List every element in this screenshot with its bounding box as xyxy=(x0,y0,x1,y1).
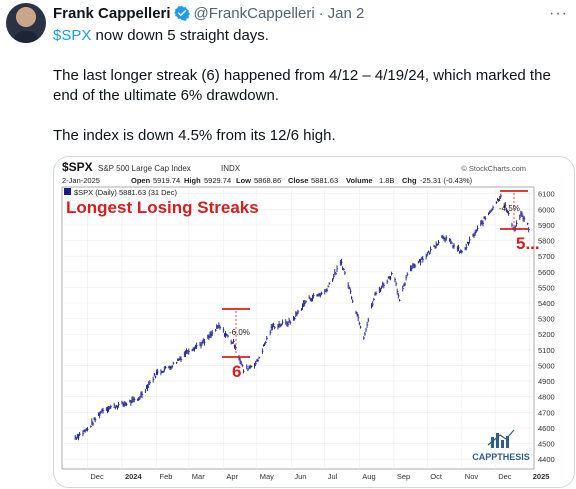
chart-legend: $SPX (Daily) 5881.63 (31 Dec) xyxy=(74,188,177,197)
y-tick-label: 5600 xyxy=(538,268,555,277)
chg-value: -25.31 (-0.43%) xyxy=(420,176,473,185)
y-tick-label: 5800 xyxy=(538,237,555,246)
x-tick-label: Nov xyxy=(465,472,479,481)
y-tick-label: 4800 xyxy=(538,393,555,402)
chart-index-name: S&P 500 Large Cap Index xyxy=(98,164,191,173)
volume-value: 1.8B xyxy=(379,176,394,185)
y-tick-label: 5700 xyxy=(538,252,555,261)
open-value: 5919.74 xyxy=(153,176,180,185)
tweet-line-1: $SPX now down 5 straight days. xyxy=(53,26,573,46)
legend-swatch xyxy=(64,188,71,195)
y-tick-label: 5900 xyxy=(538,221,555,230)
chg-label: Chg xyxy=(402,176,417,185)
y-axis-ticks: 6100 6000 5900 5800 5700 5600 5500 5400 5300 5200… xyxy=(538,190,555,465)
tweet-text: $SPX now down 5 straight days. The last … xyxy=(53,26,573,146)
plot-frame xyxy=(61,186,535,470)
avatar[interactable] xyxy=(6,3,46,43)
verified-badge-icon xyxy=(173,6,190,21)
more-options-icon[interactable]: ··· xyxy=(549,5,568,22)
x-tick-label: Sep xyxy=(397,472,410,481)
stock-chart: $SPX S&P 500 Large Cap Index INDX © Stoc… xyxy=(54,157,574,487)
x-tick-label: Jun xyxy=(294,472,306,481)
chart-date: 2-Jan-2025 xyxy=(62,176,100,185)
x-axis-ticks: Dec 2024 Feb Mar Apr May Jun Jul Aug Sep Oct Nov Dec… xyxy=(90,472,549,481)
tweet-date[interactable]: Jan 2 xyxy=(327,4,365,22)
y-tick-label: 5200 xyxy=(538,330,555,339)
tweet-header: Frank Cappelleri @FrankCappelleri · Jan … xyxy=(53,3,364,23)
chart-exchange: INDX xyxy=(221,164,241,173)
close-value: 5881.63 xyxy=(311,176,338,185)
capp-thesis-text: CAPPTHESIS xyxy=(472,452,530,462)
y-tick-label: 5500 xyxy=(538,283,555,292)
y-tick-label: 6000 xyxy=(538,205,555,214)
tweet-paragraph-2: The last longer streak (6) happened from… xyxy=(53,67,551,104)
chart-symbol: $SPX xyxy=(62,160,93,174)
high-label: High xyxy=(184,176,201,185)
y-tick-label: 5300 xyxy=(538,315,555,324)
x-tick-label: Oct xyxy=(430,472,443,481)
y-tick-label: 4400 xyxy=(538,455,555,464)
y-tick-label: 5400 xyxy=(538,299,555,308)
streak-count-2: 5... xyxy=(516,234,540,253)
x-tick-label: Mar xyxy=(192,472,205,481)
close-label: Close xyxy=(288,176,308,185)
author-name[interactable]: Frank Cappelleri xyxy=(53,4,171,22)
separator-dot: · xyxy=(318,4,324,22)
chart-image-card[interactable]: $SPX S&P 500 Large Cap Index INDX © Stoc… xyxy=(53,156,575,488)
drawdown-label-1: -6.0% xyxy=(229,328,250,337)
x-tick-label: 2025 xyxy=(533,472,550,481)
x-tick-label: Apr xyxy=(226,472,238,481)
tweet-line-1-text: now down 5 straight days. xyxy=(91,27,269,44)
streak-count-1: 6 xyxy=(232,362,241,381)
y-tick-label: 4500 xyxy=(538,440,555,449)
y-tick-label: 5000 xyxy=(538,361,555,370)
x-tick-label: Jul xyxy=(328,472,338,481)
low-label: Low xyxy=(236,176,251,185)
x-tick-label: Dec xyxy=(90,472,104,481)
high-value: 5929.74 xyxy=(204,176,231,185)
volume-label: Volume xyxy=(346,176,373,185)
y-tick-label: 6100 xyxy=(538,190,555,199)
x-tick-label: Dec xyxy=(498,472,512,481)
capp-thesis-logo xyxy=(487,429,515,448)
y-tick-label: 5100 xyxy=(538,346,555,355)
cashtag-link[interactable]: $SPX xyxy=(53,27,92,44)
x-tick-label: Feb xyxy=(159,472,172,481)
x-tick-label: Aug xyxy=(362,472,375,481)
longest-losing-streaks-title: Longest Losing Streaks xyxy=(66,198,259,217)
x-tick-label: May xyxy=(260,472,274,481)
author-handle[interactable]: @FrankCappelleri xyxy=(193,4,315,22)
drawdown-label-2: -4.5% xyxy=(499,204,520,213)
y-tick-label: 4900 xyxy=(538,377,555,386)
price-bars xyxy=(74,193,530,441)
y-tick-label: 4600 xyxy=(538,424,555,433)
chart-source: © StockCharts.com xyxy=(461,164,526,173)
tweet-paragraph-3: The index is down 4.5% from its 12/6 hig… xyxy=(53,127,336,144)
low-value: 5868.86 xyxy=(254,176,281,185)
x-tick-label: 2024 xyxy=(125,472,143,481)
y-tick-label: 4700 xyxy=(538,408,555,417)
open-label: Open xyxy=(131,176,151,185)
